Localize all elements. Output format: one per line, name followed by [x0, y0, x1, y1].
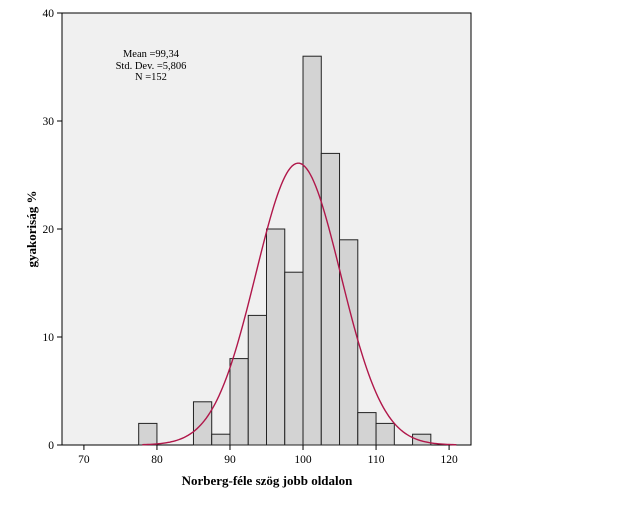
stats-box: Mean =99,34 Std. Dev. =5,806 N =152	[116, 49, 187, 83]
histogram-bar	[339, 239, 359, 446]
axis-layer: 0 10 20 30 40 70 80 90 100 110 120	[43, 8, 458, 466]
x-tick-label: 70	[78, 454, 90, 466]
y-tick-label: 10	[43, 332, 55, 344]
histogram-bar	[229, 358, 249, 446]
histogram-bar	[375, 422, 395, 446]
x-tick-label: 90	[224, 454, 236, 466]
y-tick-label: 40	[43, 8, 55, 20]
x-tick-label: 120	[440, 454, 458, 466]
bars-layer	[138, 55, 432, 446]
histogram-bar	[138, 422, 158, 446]
y-tick-label: 30	[43, 116, 55, 128]
x-axis-title: Norberg-féle szög jobb oldalon	[182, 473, 354, 488]
y-tick-label: 20	[43, 224, 55, 236]
histogram-bar	[284, 271, 304, 446]
histogram-bar	[247, 314, 268, 446]
histogram-bar	[266, 228, 286, 446]
normal-curve	[142, 162, 457, 446]
stats-mean: Mean =99,34	[123, 49, 180, 60]
x-tick-label: 110	[368, 454, 385, 466]
histogram-bar	[320, 152, 341, 446]
x-tick-label: 100	[294, 454, 312, 466]
stats-n: N =152	[135, 72, 167, 83]
stats-sd: Std. Dev. =5,806	[116, 61, 187, 72]
histogram-bar	[357, 412, 377, 446]
histogram-bar	[211, 433, 231, 446]
y-tick-label: 0	[48, 440, 54, 452]
x-tick-label: 80	[151, 454, 163, 466]
histogram-bar	[302, 55, 322, 446]
histogram-bar	[412, 433, 432, 446]
y-axis-title: gyakoriság %	[24, 191, 39, 268]
